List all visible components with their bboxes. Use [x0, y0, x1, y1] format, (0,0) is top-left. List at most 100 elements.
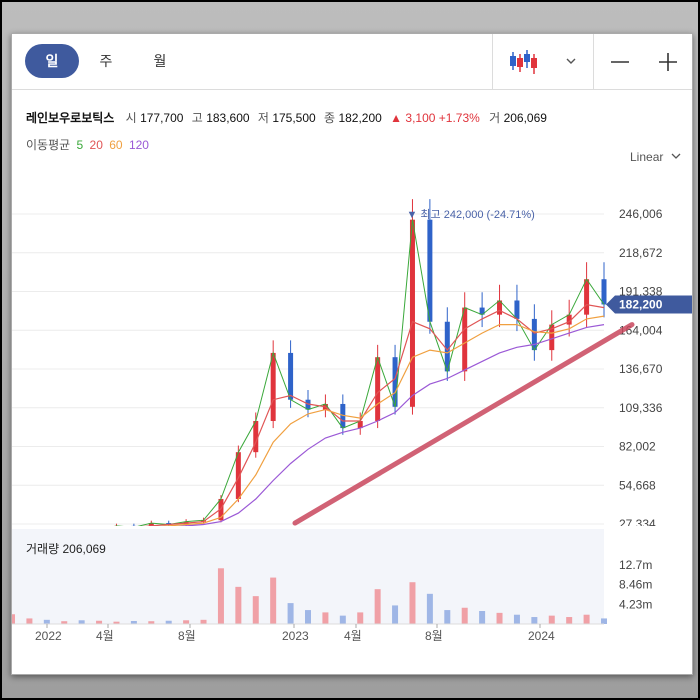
moving-average-label: 이동평균 [26, 138, 71, 152]
candle-body [497, 300, 503, 315]
tab-weekly[interactable]: 주 [99, 53, 113, 69]
price-chart[interactable]: 246,006218,672191,338164,004136,670109,3… [12, 174, 692, 526]
chart-card: 일 주 월 [11, 33, 693, 675]
volume-bar [61, 621, 68, 624]
volume-bar [78, 620, 85, 624]
candle-body [427, 219, 433, 322]
volume-bar [392, 605, 399, 624]
volume-tick-label: 4.23m [619, 597, 652, 611]
high-label: 고 [191, 111, 203, 125]
change-percent: +1.73% [438, 111, 480, 125]
volume-bar [461, 607, 468, 624]
volume-tick-label: 12.7m [619, 558, 652, 572]
candle-body [270, 352, 276, 421]
volume-bar [444, 610, 451, 624]
volume-bar [113, 621, 120, 624]
current-price-label: 182,200 [619, 297, 663, 311]
chart-toolbar: 일 주 월 [12, 34, 692, 90]
scale-select[interactable]: Linear [630, 150, 682, 164]
ma-20-line [142, 304, 605, 526]
up-arrow-icon: ▲ [390, 111, 403, 125]
volume-header-label: 거래량 [26, 542, 60, 556]
zoom-out-button[interactable] [606, 48, 634, 76]
ma-5-line [114, 219, 605, 526]
candle-body [531, 318, 537, 351]
candle-body [601, 279, 607, 305]
volume-bar [548, 615, 555, 624]
max-price-annotation: ▼ 최고 242,000 (-24.71%) [406, 208, 534, 221]
volume-header-value: 206,069 [62, 542, 106, 556]
minus-icon [611, 61, 629, 63]
x-tick-label: 8월 [178, 629, 196, 643]
change-value: 3,100 [405, 111, 436, 125]
volume-bar [601, 618, 607, 624]
close-value: 182,200 [338, 111, 382, 125]
volume-bar [305, 610, 311, 624]
volume-bar [183, 620, 190, 624]
ma-60-label[interactable]: 60 [109, 138, 123, 152]
low-label: 저 [257, 111, 269, 125]
volume-value: 206,069 [503, 111, 547, 125]
x-tick-label: 2023 [282, 629, 309, 643]
volume-bar [531, 617, 538, 624]
candle-body [148, 523, 154, 526]
candle-body [444, 321, 450, 372]
y-tick-label: 218,672 [619, 246, 663, 260]
volume-bar [235, 586, 242, 624]
x-tick-label: 4월 [96, 629, 114, 643]
candle-body [305, 399, 311, 410]
moving-average-legend: 이동평균 5 20 60 120 [26, 136, 152, 153]
plus-icon [659, 53, 677, 71]
volume-chart[interactable]: 12.7m 8.46m 4.23m 2022 4월 8월 2023 4월 8월 2024 [12, 529, 692, 673]
volume-bar [426, 593, 433, 624]
candle-body [549, 324, 555, 351]
y-tick-label: 136,670 [619, 362, 663, 376]
volume-bar [130, 620, 137, 624]
current-price-tag [606, 295, 692, 314]
y-tick-label: 54,668 [619, 478, 656, 492]
low-value: 175,500 [272, 111, 316, 125]
tab-daily[interactable]: 일 [25, 44, 79, 78]
volume-header: 거래량 206,069 [26, 540, 106, 557]
volume-bar [566, 617, 573, 624]
volume-bar [409, 582, 416, 624]
y-tick-label: 109,336 [619, 401, 663, 415]
candle-body [514, 300, 520, 319]
x-tick-label: 2024 [528, 629, 555, 643]
chevron-down-icon [566, 58, 576, 64]
x-tick-label: 2022 [35, 629, 62, 643]
volume-bar [496, 612, 503, 624]
x-tick-label: 4월 [344, 629, 362, 643]
candle-body [479, 307, 485, 315]
y-tick-label: 82,002 [619, 440, 656, 454]
tab-monthly[interactable]: 월 [153, 53, 167, 69]
ma-60-line [159, 315, 605, 526]
volume-bar [12, 614, 15, 624]
candle-body [288, 352, 294, 400]
candle-body [409, 219, 415, 407]
volume-bar [165, 620, 172, 624]
zoom-in-button[interactable] [654, 48, 682, 76]
candle-body [462, 307, 468, 372]
ma-5-label[interactable]: 5 [76, 138, 84, 152]
ma-120-label[interactable]: 120 [128, 138, 149, 152]
toolbar-divider [593, 34, 594, 90]
y-tick-label: 27,334 [619, 517, 656, 526]
trend-line [292, 322, 635, 526]
stock-name: 레인보우로보틱스 [26, 111, 115, 125]
volume-bar [43, 619, 50, 624]
volume-bar [217, 568, 224, 624]
volume-bar [148, 621, 155, 624]
chart-type-button[interactable] [507, 48, 577, 76]
ma-20-label[interactable]: 20 [89, 138, 103, 152]
candle-body [566, 314, 572, 325]
candle-body [375, 357, 381, 421]
close-label: 종 [324, 111, 336, 125]
candle-body [392, 357, 398, 407]
scale-label: Linear [630, 150, 664, 164]
chevron-down-icon [671, 153, 681, 159]
ma-120-line [177, 324, 605, 526]
volume-bar [357, 612, 364, 624]
volume-bar [479, 611, 486, 624]
